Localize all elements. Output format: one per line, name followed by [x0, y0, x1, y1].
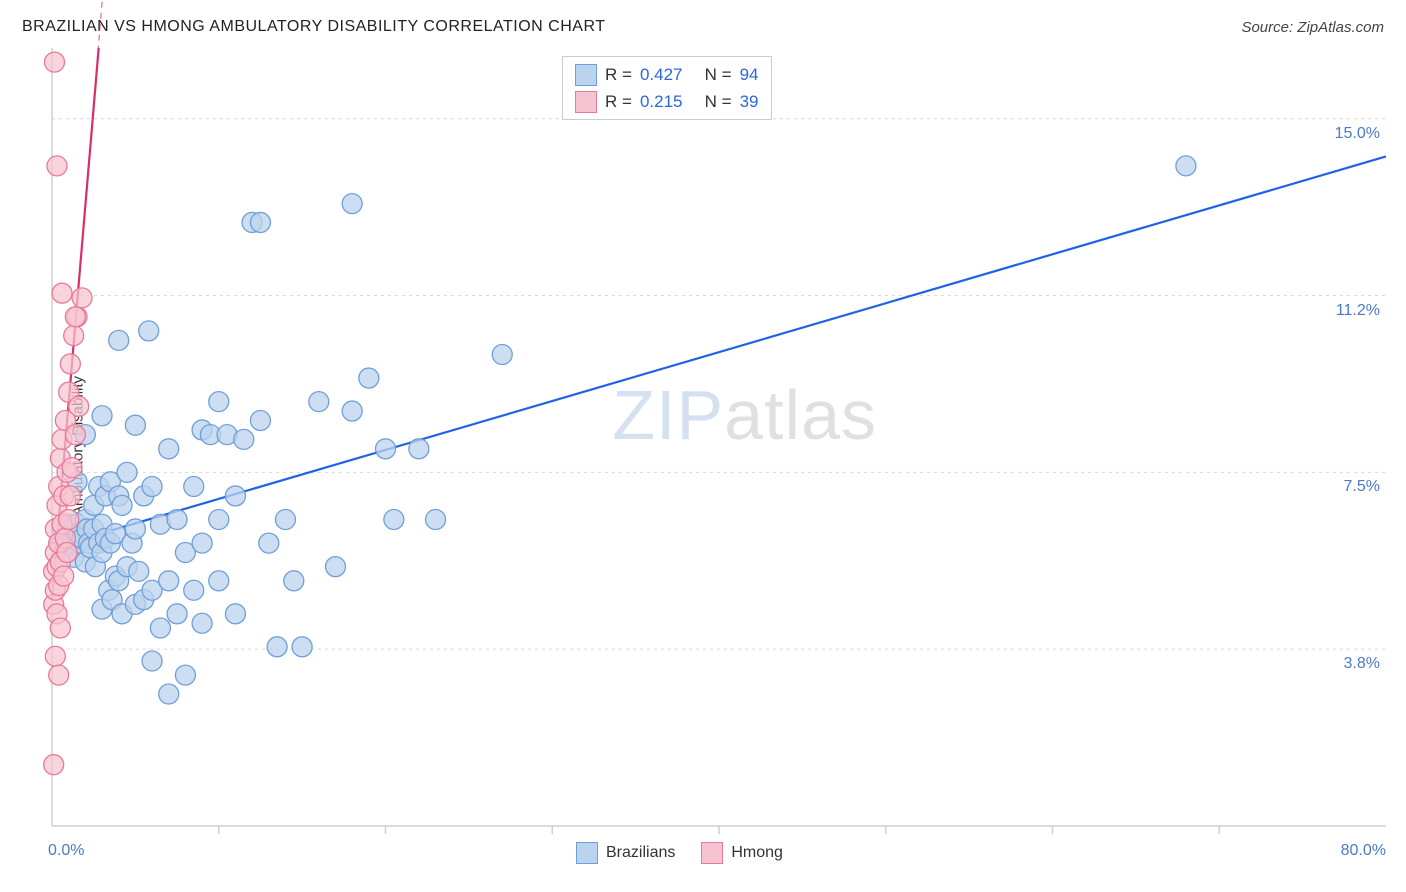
x-tick-label: 0.0%: [48, 842, 84, 860]
y-tick-label: 3.8%: [1344, 655, 1380, 673]
x-tick-label: 80.0%: [1341, 842, 1386, 860]
scatter-plot: [0, 0, 1406, 892]
y-tick-label: 7.5%: [1344, 478, 1380, 496]
legend-label: Brazilians: [606, 844, 675, 862]
stats-box: R = 0.427 N = 94R = 0.215 N = 39: [562, 56, 772, 120]
legend-bottom: Brazilians Hmong: [576, 842, 783, 864]
legend-swatch: [576, 842, 598, 864]
legend-label: Hmong: [731, 844, 783, 862]
stats-row: R = 0.427 N = 94: [575, 61, 759, 88]
y-tick-label: 15.0%: [1335, 125, 1380, 143]
legend-swatch: [701, 842, 723, 864]
legend-swatch: [575, 64, 597, 86]
stats-row: R = 0.215 N = 39: [575, 88, 759, 115]
legend-item: Hmong: [701, 842, 783, 864]
legend-item: Brazilians: [576, 842, 675, 864]
y-tick-label: 11.2%: [1336, 302, 1380, 320]
legend-swatch: [575, 91, 597, 113]
